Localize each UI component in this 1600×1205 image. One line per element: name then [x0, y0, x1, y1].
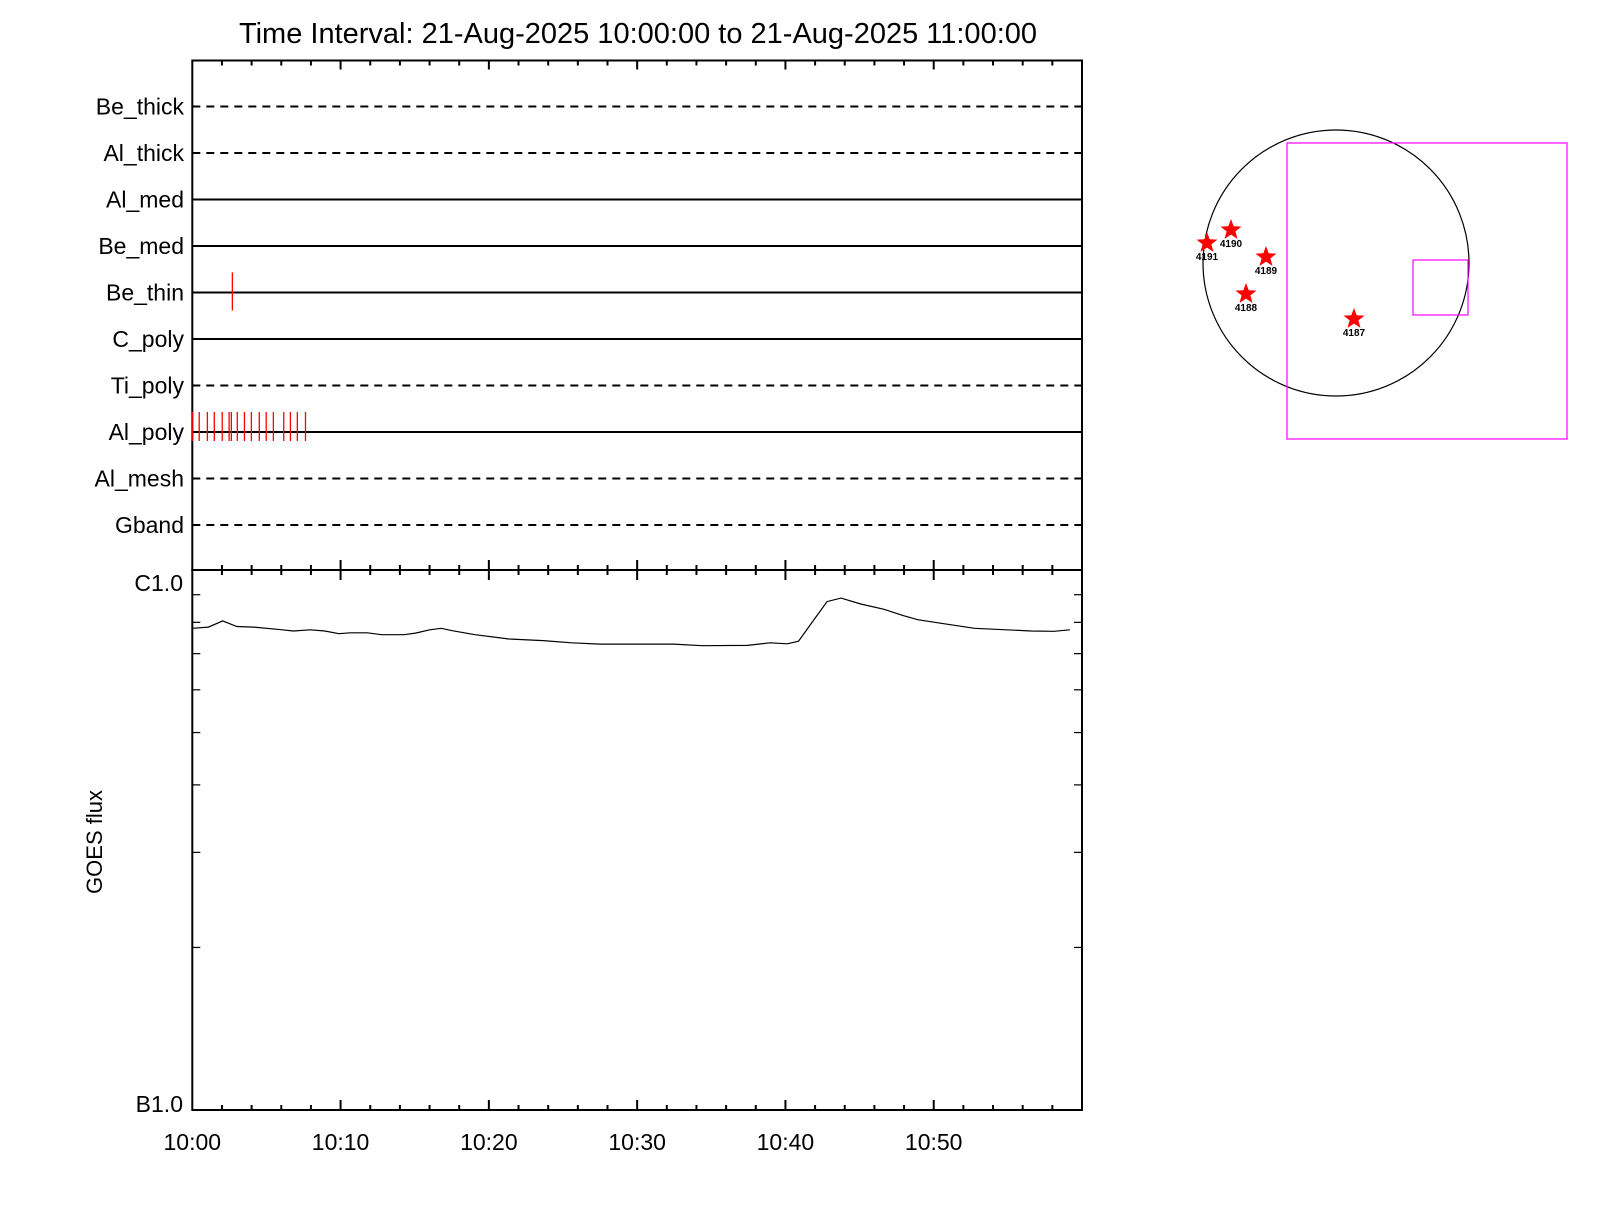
x-tick-label: 10:50	[905, 1129, 963, 1155]
filter-timeline-panel: Be_thick Al_thick Al_med Be_med Be_thin C_pol…	[95, 59, 1084, 580]
active-region-label: 4188	[1235, 303, 1258, 314]
row-label: Gband	[115, 512, 184, 538]
active-region-label: 4191	[1196, 252, 1219, 263]
top-panel-frame	[191, 59, 1084, 571]
x-tick-label: 10:10	[312, 1129, 370, 1155]
xrt-fov-box	[1286, 142, 1568, 440]
x-tick-label: 10:20	[460, 1129, 518, 1155]
row-label: Be_thin	[106, 280, 184, 306]
goes-flux-panel: 10:00 10:10 10:20 10:30 10:40 10:50	[164, 569, 1084, 1155]
y-tick-label-bottom: B1.0	[136, 1091, 183, 1117]
goes-flux-series	[192, 597, 1070, 647]
active-region-star-icon	[1343, 308, 1365, 328]
active-region-label: 4189	[1255, 266, 1278, 277]
solar-limb	[1202, 129, 1470, 397]
bottom-panel-frame	[191, 569, 1084, 1111]
row-label: Al_med	[106, 187, 184, 213]
row-label: Al_poly	[109, 419, 185, 445]
active-region-star-icon	[1255, 246, 1277, 266]
x-tick-label: 10:40	[757, 1129, 815, 1155]
row-label: Be_thick	[96, 94, 185, 120]
row-label: Ti_poly	[111, 373, 185, 399]
xrt-subfov-box	[1412, 259, 1469, 316]
row-label: Al_mesh	[95, 466, 184, 492]
active-region-star-icon	[1220, 219, 1242, 239]
active-region-star-icon	[1235, 283, 1257, 303]
y-axis-label: GOES flux	[82, 790, 107, 894]
row-label: Be_med	[98, 233, 184, 259]
chart-title: Time Interval: 21-Aug-2025 10:00:00 to 2…	[239, 18, 1037, 50]
x-tick-label: 10:00	[164, 1129, 222, 1155]
active-region-label: 4187	[1343, 328, 1366, 339]
row-label: C_poly	[112, 326, 184, 352]
row-label: Al_thick	[103, 140, 184, 166]
active-region-star-icon	[1196, 232, 1218, 252]
y-tick-label-top: C1.0	[134, 570, 183, 596]
active-region-label: 4190	[1220, 239, 1243, 250]
x-tick-label: 10:30	[608, 1129, 666, 1155]
